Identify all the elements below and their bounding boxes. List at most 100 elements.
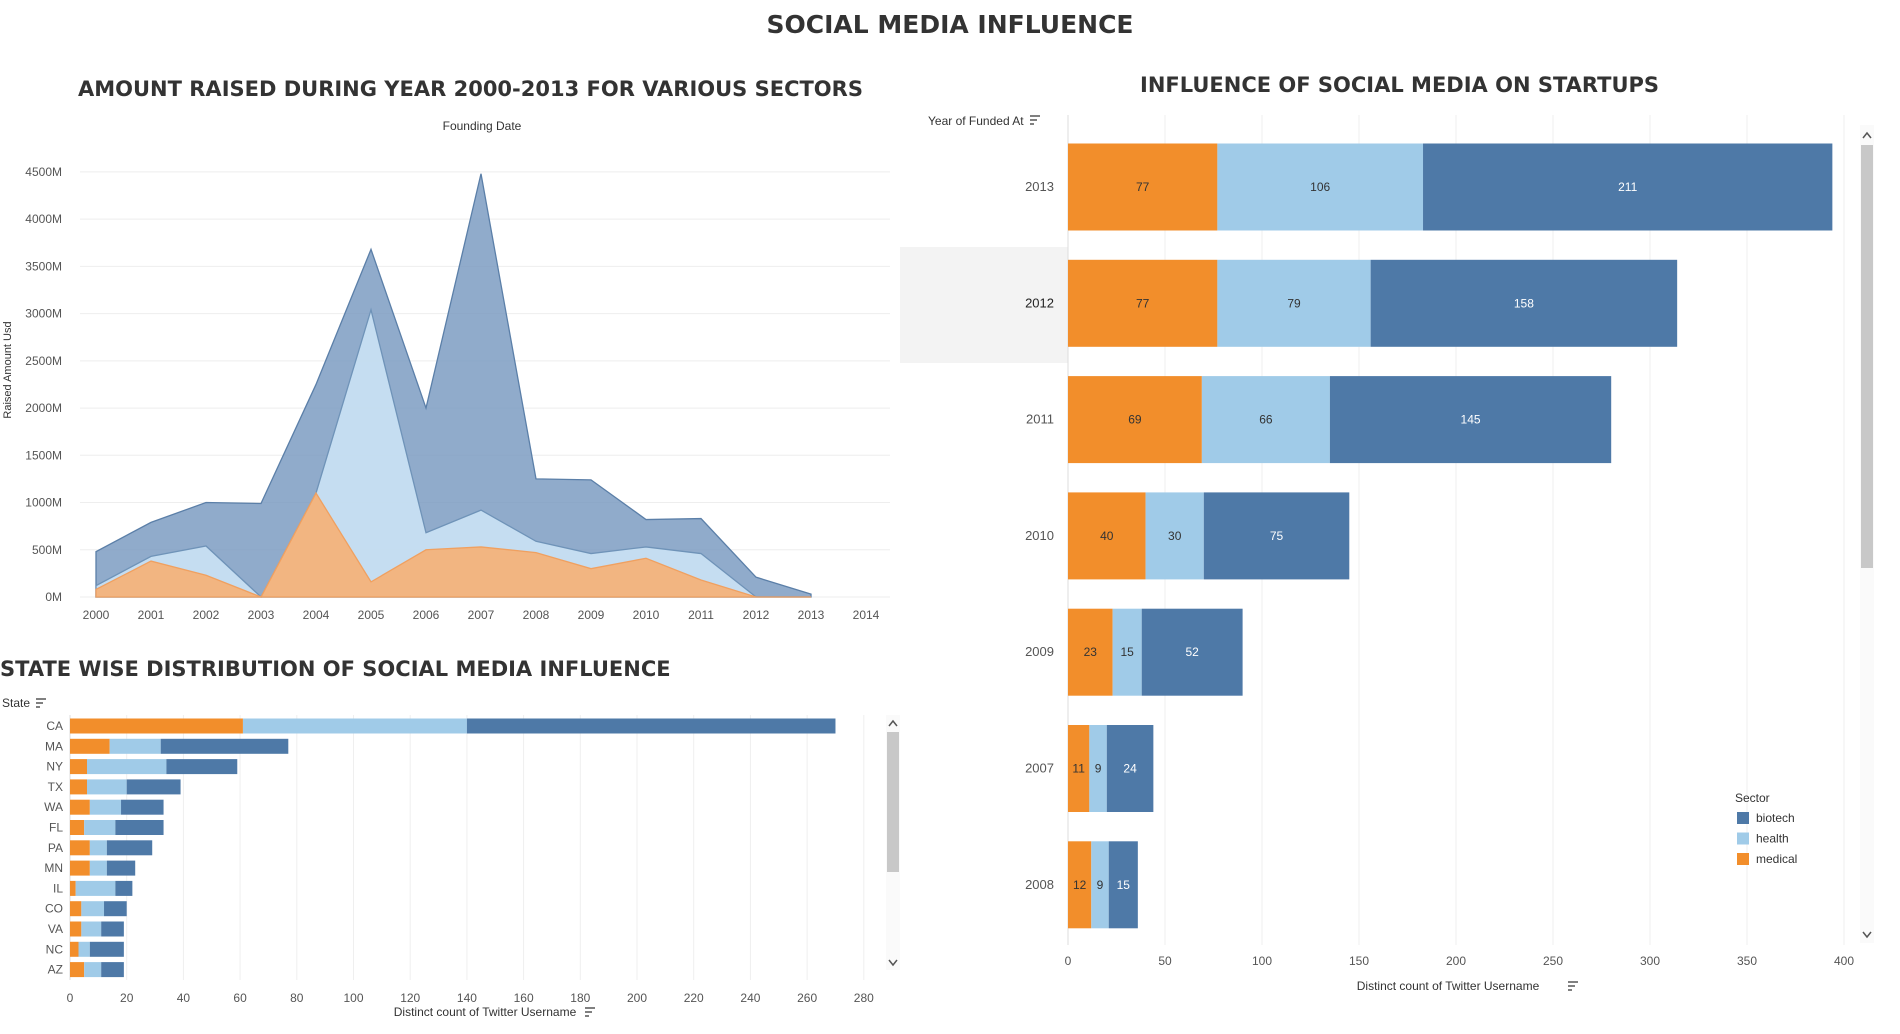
bar-biotech[interactable] (101, 962, 124, 978)
bar-biotech[interactable] (126, 779, 181, 795)
category-label[interactable]: MN (44, 861, 63, 875)
startups-axis-header[interactable]: Year of Funded At (928, 114, 1024, 128)
legend-label-medical[interactable]: medical (1756, 852, 1797, 866)
category-label[interactable]: 2009 (1025, 644, 1054, 659)
category-label[interactable]: IL (53, 881, 63, 895)
bar-medical[interactable] (1068, 841, 1092, 929)
sort-icon[interactable] (1568, 981, 1578, 991)
legend-swatch-health[interactable] (1737, 832, 1749, 845)
bar-medical[interactable] (70, 718, 243, 734)
bar-health[interactable] (87, 779, 127, 795)
states-bars[interactable] (70, 718, 836, 978)
bar-health[interactable] (89, 860, 107, 876)
category-label[interactable]: PA (48, 841, 63, 855)
bar-health[interactable] (84, 820, 116, 835)
chevron-down-icon[interactable] (1862, 931, 1872, 939)
bar-medical[interactable] (70, 799, 90, 815)
bar-health[interactable] (78, 941, 90, 957)
category-label[interactable]: 2012 (1025, 295, 1054, 310)
bar-medical[interactable] (70, 840, 90, 856)
category-label[interactable]: NY (46, 760, 63, 774)
bar-biotech[interactable] (106, 840, 153, 856)
sort-icon[interactable] (585, 1007, 595, 1017)
bar-biotech[interactable] (89, 941, 124, 957)
chevron-up-icon[interactable] (888, 719, 898, 727)
bar-biotech[interactable] (106, 860, 136, 876)
category-label[interactable]: MA (45, 739, 63, 753)
bar-health[interactable] (81, 901, 105, 917)
bar-health[interactable] (109, 738, 161, 754)
category-label[interactable]: CA (46, 719, 63, 733)
bar-biotech[interactable] (1108, 841, 1138, 929)
bar-medical[interactable] (70, 779, 88, 795)
scrollbar-thumb[interactable] (887, 732, 899, 872)
chevron-down-icon[interactable] (888, 959, 898, 967)
bar-medical[interactable] (1068, 492, 1146, 580)
bar-medical[interactable] (1068, 608, 1113, 696)
bar-medical[interactable] (1068, 143, 1218, 231)
area-series-biotech[interactable] (95, 173, 812, 598)
bar-biotech[interactable] (1106, 725, 1154, 812)
bar-biotech[interactable] (166, 759, 238, 775)
bar-medical[interactable] (1068, 376, 1202, 464)
category-label[interactable]: VA (48, 922, 63, 936)
bar-health[interactable] (1201, 376, 1330, 464)
bar-health[interactable] (242, 718, 467, 734)
scrollbar-thumb[interactable] (1861, 145, 1873, 568)
bar-biotech[interactable] (1370, 259, 1678, 347)
category-label[interactable]: FL (49, 821, 63, 835)
bar-medical[interactable] (70, 880, 76, 896)
bar-health[interactable] (1091, 841, 1109, 929)
bar-health[interactable] (1112, 608, 1142, 696)
legend-swatch-medical[interactable] (1737, 853, 1749, 865)
states-axis-header[interactable]: State (2, 696, 30, 710)
states-x-axis-label[interactable]: Distinct count of Twitter Username (394, 1005, 577, 1019)
bar-biotech[interactable] (160, 738, 289, 754)
bar-health[interactable] (81, 921, 102, 937)
bar-biotech[interactable] (101, 921, 124, 937)
startups-scrollbar[interactable] (1860, 125, 1874, 943)
bar-medical[interactable] (1068, 725, 1090, 812)
bar-biotech[interactable] (1203, 492, 1350, 580)
bar-medical[interactable] (70, 738, 110, 754)
category-label[interactable]: 2008 (1025, 877, 1054, 892)
states-categories[interactable]: CA MA NY TX WA FL PA MN IL CO VA NC AZ (44, 719, 63, 977)
legend-label-health[interactable]: health (1756, 832, 1789, 846)
bar-biotech[interactable] (121, 799, 164, 815)
bar-biotech[interactable] (1423, 143, 1833, 231)
startups-bars[interactable]: 77 106 211 77 79 158 69 66 145 40 30 75 23 15 52 11 9 24 1… (1068, 143, 1833, 929)
startups-x-axis-label[interactable]: Distinct count of Twitter Username (1357, 979, 1540, 993)
category-label[interactable]: CO (45, 902, 63, 916)
bar-biotech[interactable] (466, 718, 836, 734)
bar-health[interactable] (84, 962, 102, 978)
bar-health[interactable] (75, 880, 116, 896)
area-series-medical[interactable] (95, 491, 811, 598)
bar-medical[interactable] (70, 901, 82, 917)
bar-medical[interactable] (70, 962, 85, 978)
bar-biotech[interactable] (115, 880, 133, 896)
bar-health[interactable] (1145, 492, 1204, 580)
sort-icon[interactable] (36, 698, 46, 708)
bar-medical[interactable] (70, 860, 90, 876)
bar-medical[interactable] (1068, 259, 1218, 347)
bar-health[interactable] (89, 840, 107, 856)
legend-label-biotech[interactable]: biotech (1756, 811, 1795, 825)
category-label[interactable]: AZ (48, 963, 63, 977)
bar-biotech[interactable] (104, 901, 127, 917)
bar-biotech[interactable] (1329, 376, 1612, 464)
legend-swatch-biotech[interactable] (1737, 812, 1749, 824)
category-label[interactable]: 2007 (1025, 761, 1054, 776)
category-label[interactable]: 2010 (1025, 528, 1054, 543)
bar-medical[interactable] (70, 759, 88, 775)
states-scrollbar[interactable] (886, 715, 900, 970)
bar-health[interactable] (89, 799, 122, 815)
chevron-up-icon[interactable] (1862, 131, 1872, 139)
category-label[interactable]: WA (44, 800, 63, 814)
bar-biotech[interactable] (115, 820, 164, 835)
category-label[interactable]: 2013 (1025, 179, 1054, 194)
sort-icon[interactable] (1030, 115, 1040, 125)
startups-categories[interactable]: 2013 2012 2011 2010 2009 2007 2008 (1025, 179, 1054, 892)
category-label[interactable]: TX (48, 780, 63, 794)
bar-health[interactable] (1089, 725, 1107, 812)
bar-biotech[interactable] (1141, 608, 1243, 696)
